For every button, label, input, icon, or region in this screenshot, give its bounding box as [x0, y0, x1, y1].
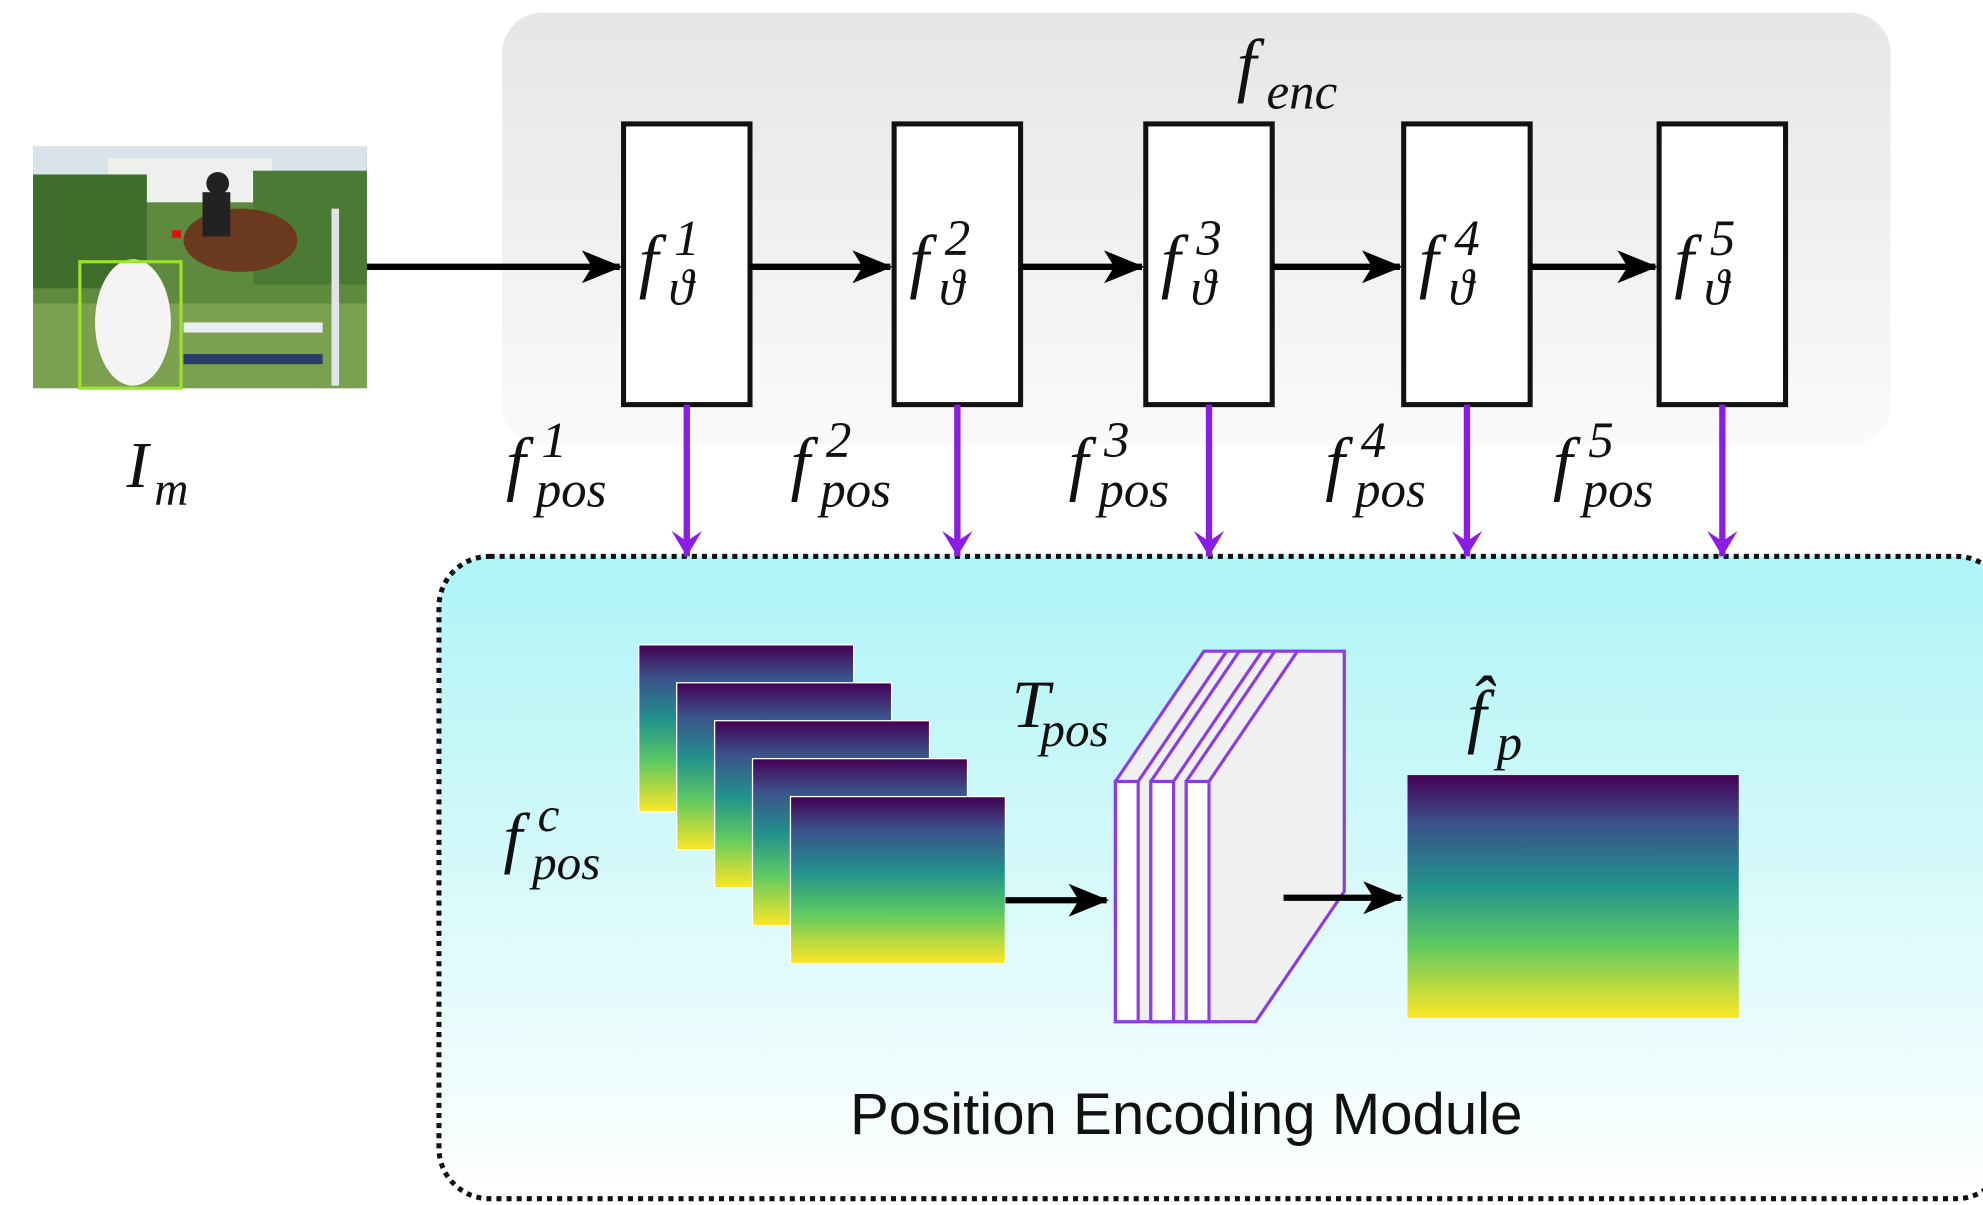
module-title: Position Encoding Module [850, 1082, 1522, 1147]
output-map [1407, 775, 1738, 1018]
math-sup: 5 [1710, 211, 1735, 267]
diagram: Position Encoding Module fencf1ϑf2ϑf3ϑf4… [0, 0, 1983, 1205]
math-sup: 3 [1195, 211, 1221, 267]
math-sub: enc [1267, 64, 1338, 120]
math-sub: p [1494, 716, 1522, 772]
math-sup: 4 [1454, 211, 1479, 267]
math-sup: 1 [674, 211, 699, 267]
math-sub: ϑ [1449, 260, 1477, 316]
math-sup: 1 [541, 413, 566, 469]
math-sub: ϑ [668, 260, 696, 316]
feature-map [790, 797, 1005, 964]
math-sub: pos [1095, 463, 1169, 519]
math-sub: pos [533, 463, 607, 519]
math-sub: ϑ [1191, 260, 1219, 316]
math-sub: pos [1037, 702, 1108, 757]
math-sup: 2 [826, 413, 851, 469]
input-image [33, 147, 367, 389]
math-sub: pos [1580, 463, 1654, 519]
math-sub: ϑ [939, 260, 967, 316]
math-sup: 3 [1103, 413, 1129, 469]
math-sup: c [538, 787, 560, 842]
math-sup: 4 [1361, 413, 1386, 469]
page: { "input": {"label": {"base": "I", "sub"… [0, 0, 1983, 1205]
math-sub: pos [1352, 463, 1426, 519]
math-sup: 5 [1588, 413, 1613, 469]
math-sub: m [154, 464, 188, 516]
math-sup: 2 [945, 211, 970, 267]
math-base: I [126, 429, 152, 502]
math-sub: pos [529, 835, 600, 890]
math-sub: pos [817, 463, 891, 519]
math-sub: ϑ [1704, 260, 1732, 316]
